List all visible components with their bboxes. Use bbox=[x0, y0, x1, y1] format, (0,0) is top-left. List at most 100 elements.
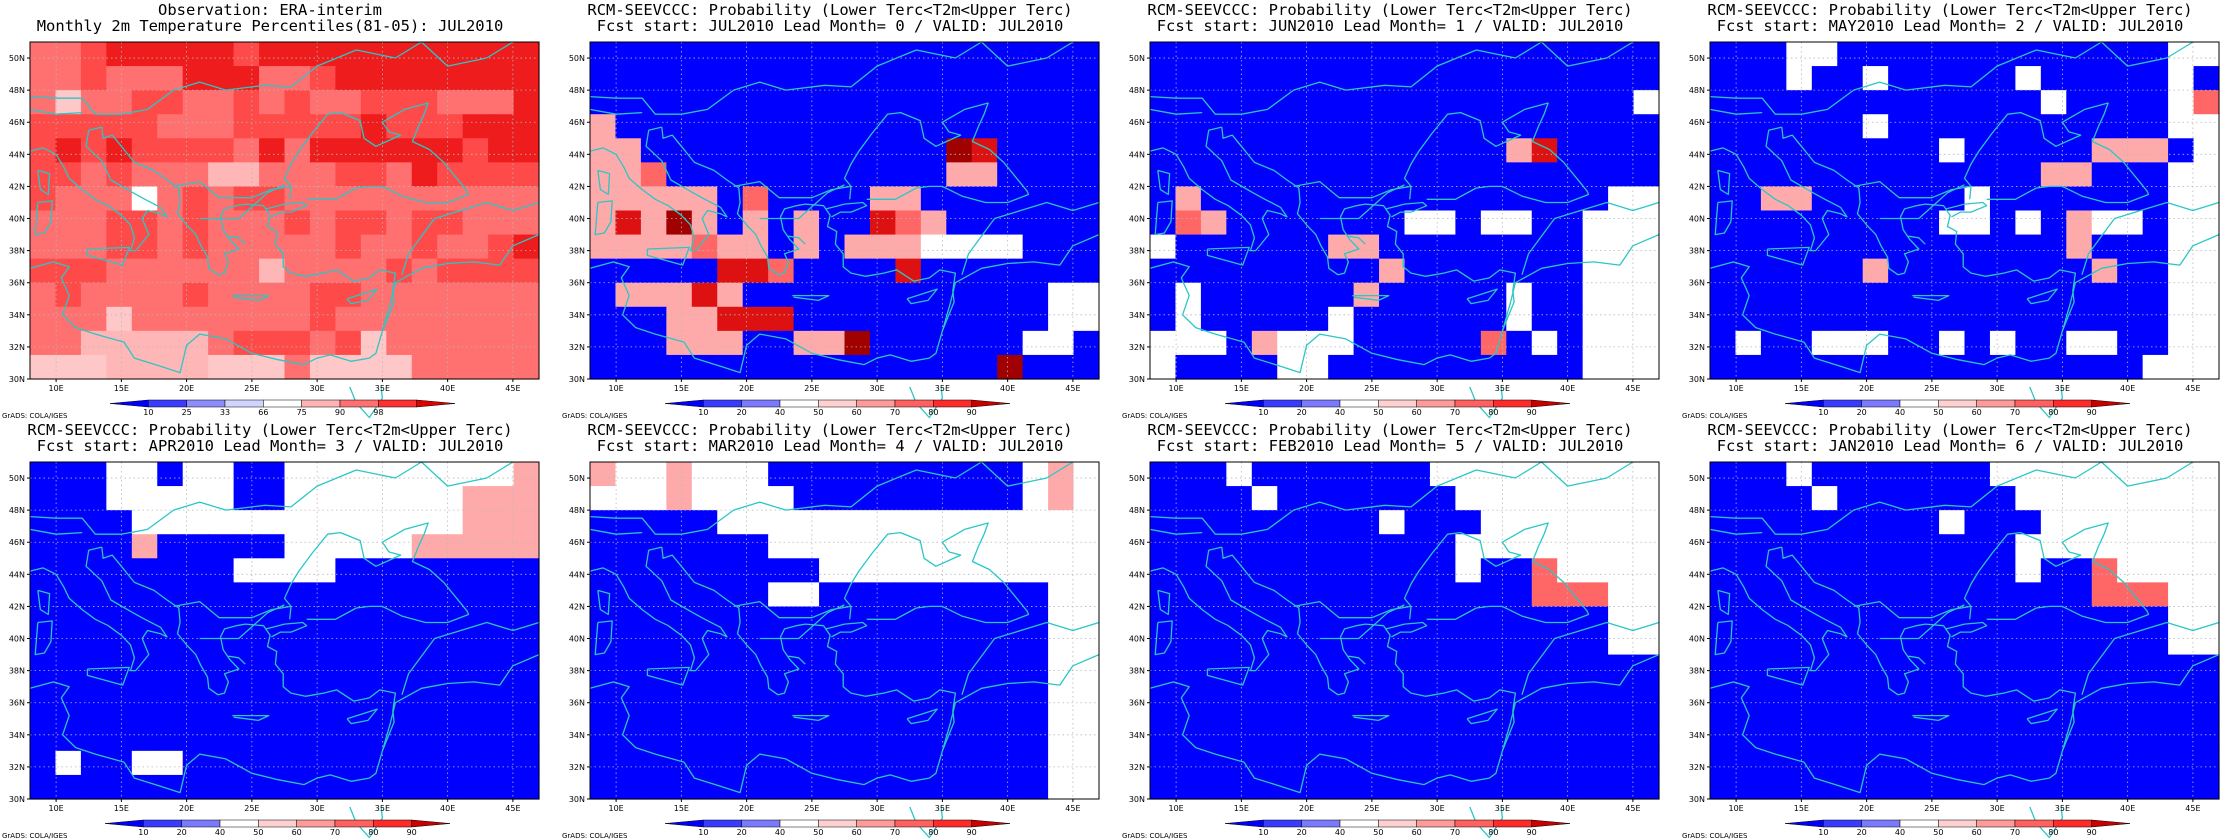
grid-cell bbox=[1328, 750, 1355, 776]
coastline bbox=[759, 604, 845, 640]
grid-cell bbox=[157, 282, 184, 308]
grid-cell bbox=[1022, 510, 1049, 535]
grid-cell bbox=[1760, 234, 1787, 260]
grid-cell bbox=[2117, 582, 2144, 608]
grid-cell bbox=[1888, 486, 1915, 511]
grid-cell bbox=[615, 654, 642, 680]
grid-cell bbox=[208, 726, 235, 752]
grid-cell bbox=[1251, 462, 1278, 487]
grid-cell bbox=[462, 654, 489, 680]
grid-cell bbox=[2066, 66, 2093, 91]
grid-cell bbox=[2091, 774, 2118, 800]
grid-cell bbox=[869, 774, 896, 800]
grid-cell bbox=[1964, 186, 1991, 212]
grid-cell bbox=[1379, 654, 1406, 680]
grid-cell bbox=[742, 90, 769, 115]
grid-cell bbox=[666, 486, 693, 511]
y-tick-label: 30N bbox=[1129, 795, 1145, 804]
grid-cell bbox=[513, 654, 540, 680]
grid-cell bbox=[1557, 114, 1584, 139]
grid-cell bbox=[691, 486, 718, 511]
grid-cell bbox=[717, 282, 744, 308]
coastline bbox=[594, 200, 613, 236]
grid-cell bbox=[2168, 510, 2195, 535]
grid-cell bbox=[971, 654, 998, 680]
grid-cell bbox=[2142, 702, 2169, 728]
grid-cell bbox=[106, 726, 133, 752]
grid-cell bbox=[640, 258, 667, 284]
grid-cell bbox=[80, 162, 107, 188]
grid-cell bbox=[1557, 330, 1584, 356]
grid-cell bbox=[335, 654, 362, 680]
grid-cell bbox=[411, 582, 438, 608]
grid-cell bbox=[971, 114, 998, 139]
grid-cell bbox=[1608, 138, 1635, 163]
grid-cell bbox=[1608, 330, 1635, 356]
colorbar-swatch bbox=[1224, 819, 1264, 828]
grid-cell bbox=[1404, 354, 1431, 380]
grid-cell bbox=[1251, 138, 1278, 163]
grid-cell bbox=[2193, 558, 2220, 583]
grid-cell bbox=[1480, 66, 1507, 91]
grid-cell bbox=[1735, 138, 1762, 163]
y-tick-label: 34N bbox=[9, 731, 25, 740]
grid-cell bbox=[2015, 306, 2042, 332]
grid-cell bbox=[640, 678, 667, 704]
grid-cell bbox=[640, 558, 667, 583]
grid-cell bbox=[1735, 306, 1762, 332]
coastlines bbox=[589, 41, 1100, 419]
coastline bbox=[266, 201, 308, 218]
grid-cell bbox=[411, 114, 438, 139]
grid-cell bbox=[437, 654, 464, 680]
grid-cell bbox=[1760, 654, 1787, 680]
panel-subtitle: Fcst start: MAY2010 Lead Month= 2 / VALI… bbox=[1716, 17, 2184, 35]
grid-cell bbox=[615, 726, 642, 752]
grid-cell bbox=[1633, 186, 1660, 212]
grid-cell bbox=[946, 630, 973, 656]
x-tick-label: 30E bbox=[870, 804, 885, 813]
grid-cell bbox=[1913, 654, 1940, 680]
grid-cell bbox=[742, 462, 769, 487]
grid-cell bbox=[1939, 162, 1966, 188]
grid-cell bbox=[1455, 462, 1482, 487]
grid-cell bbox=[1760, 510, 1787, 535]
grid-cell bbox=[1735, 558, 1762, 583]
grid-cell bbox=[1913, 234, 1940, 260]
grid-cell bbox=[1837, 66, 1864, 91]
coastline bbox=[1709, 108, 1763, 115]
grid-cell bbox=[1277, 774, 1304, 800]
grid-cell bbox=[2193, 654, 2220, 680]
grid-cell bbox=[259, 510, 286, 535]
grid-cell bbox=[1531, 234, 1558, 260]
grid-cell bbox=[1353, 138, 1380, 163]
grid-cell bbox=[1073, 258, 1100, 284]
grid-cell bbox=[2193, 774, 2220, 800]
grid-cell bbox=[1073, 210, 1100, 236]
grid-cell bbox=[1735, 726, 1762, 752]
grid-cell bbox=[1455, 42, 1482, 67]
x-tick-label: 25E bbox=[1364, 384, 1379, 393]
grid-cell bbox=[1429, 210, 1456, 236]
grid-cell bbox=[1480, 114, 1507, 139]
grid-cell bbox=[920, 486, 947, 511]
grid-cell bbox=[1302, 510, 1329, 535]
grid-cell bbox=[1175, 654, 1202, 680]
grid-cell bbox=[513, 462, 540, 487]
grid-cell bbox=[2015, 462, 2042, 487]
panel-title: RCM-SEEVCCC: Probability (Lower Terc<T2m… bbox=[1147, 421, 1633, 439]
grid-cell bbox=[793, 654, 820, 680]
grid-cell bbox=[360, 750, 387, 776]
grid-cell bbox=[488, 750, 515, 776]
grid-cell bbox=[2066, 558, 2093, 583]
grid-cell bbox=[1760, 582, 1787, 608]
grid-cell bbox=[1073, 330, 1100, 356]
x-tick-label: 40E bbox=[2120, 804, 2135, 813]
x-tick-label: 20E bbox=[1859, 384, 1874, 393]
y-tick-label: 34N bbox=[569, 731, 585, 740]
colorbar-label: 60 bbox=[292, 828, 302, 837]
colorbar-label: 80 bbox=[1488, 828, 1498, 837]
grid-cell bbox=[1455, 606, 1482, 632]
grid-cell bbox=[1837, 582, 1864, 608]
colorbar-swatch bbox=[933, 399, 972, 408]
